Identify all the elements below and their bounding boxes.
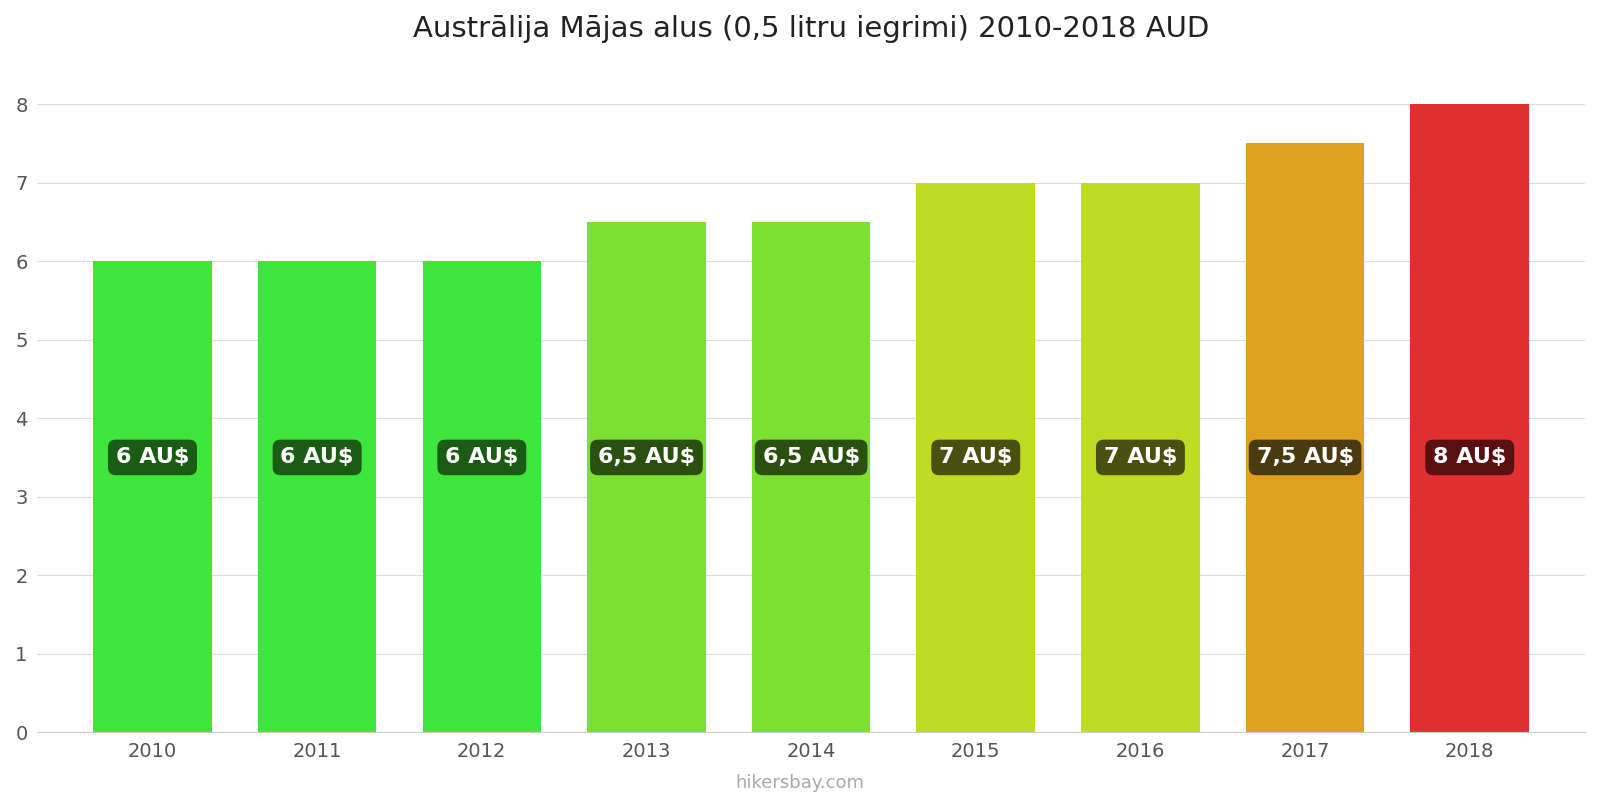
Bar [1082,182,1200,732]
Text: hikersbay.com: hikersbay.com [736,774,864,792]
Text: 6 AU$: 6 AU$ [445,447,518,467]
Text: 6,5 AU$: 6,5 AU$ [598,447,694,467]
Bar [422,261,541,732]
Text: 8 AU$: 8 AU$ [1434,447,1507,467]
Bar [258,261,376,732]
Bar [1411,104,1530,732]
Bar [93,261,211,732]
Text: 6 AU$: 6 AU$ [115,447,189,467]
Text: 6,5 AU$: 6,5 AU$ [763,447,859,467]
Text: 7 AU$: 7 AU$ [939,447,1013,467]
Bar [587,222,706,732]
Bar [752,222,870,732]
Bar [917,182,1035,732]
Text: 7,5 AU$: 7,5 AU$ [1256,447,1354,467]
Text: 7 AU$: 7 AU$ [1104,447,1178,467]
Bar [1246,143,1365,732]
Text: 6 AU$: 6 AU$ [280,447,354,467]
Title: Austrālija Mājas alus (0,5 litru iegrimi) 2010-2018 AUD: Austrālija Mājas alus (0,5 litru iegrimi… [413,15,1210,43]
